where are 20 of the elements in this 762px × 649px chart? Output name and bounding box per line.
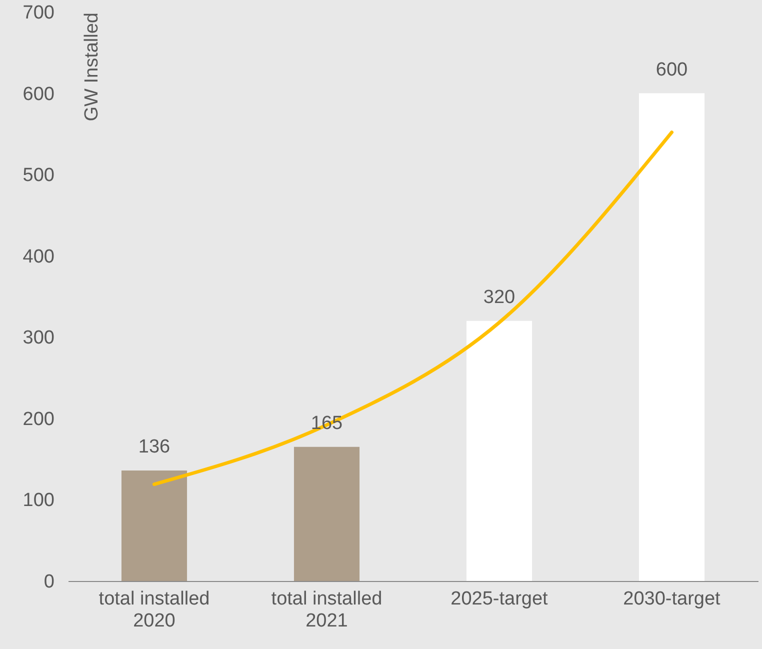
- y-tick-label: 300: [22, 328, 54, 349]
- x-tick-label: total installed 2021: [271, 588, 382, 632]
- y-tick-label: 200: [22, 408, 54, 430]
- data-label: 136: [138, 436, 170, 458]
- x-tick-label: 2025-target: [450, 588, 549, 610]
- bar: [121, 470, 188, 581]
- y-tick-label: 100: [22, 490, 54, 512]
- x-tick-label: 2030-target: [623, 588, 722, 610]
- bar: [294, 446, 360, 581]
- y-tick-label: 0: [44, 572, 54, 592]
- y-tick-label: 600: [22, 84, 54, 105]
- y-tick-label: 400: [22, 246, 54, 268]
- y-axis-title: GW Installed: [82, 12, 102, 122]
- data-label: 600: [656, 59, 688, 80]
- y-tick-label: 700: [22, 2, 54, 24]
- bar: [638, 93, 705, 581]
- y-tick-label: 500: [22, 165, 54, 186]
- data-label: 320: [483, 286, 516, 308]
- x-tick-label: total installed 2020: [98, 588, 210, 632]
- bar: [466, 320, 532, 581]
